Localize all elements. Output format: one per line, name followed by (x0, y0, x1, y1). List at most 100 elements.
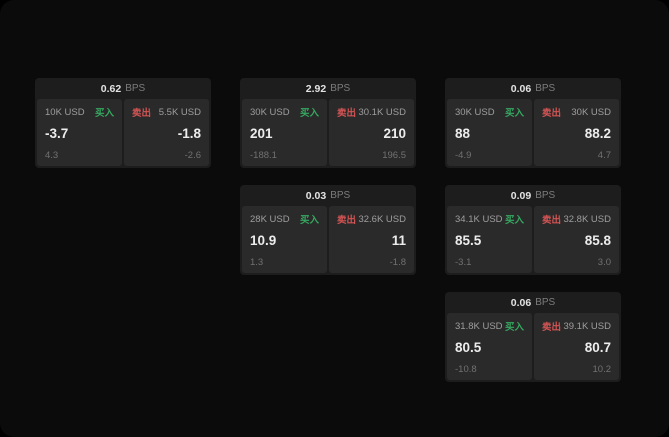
sell-panel-top: 卖出 30.1K USD (337, 105, 406, 120)
card-header: 0.06 BPS (445, 78, 621, 99)
buy-label: 买入 (94, 108, 114, 119)
sell-panel[interactable]: 卖出 5.5K USD -1.8 -2.6 (124, 99, 209, 166)
sell-panel[interactable]: 卖出 39.1K USD 80.7 10.2 (534, 313, 619, 380)
sell-panel-top: 卖出 5.5K USD (132, 105, 201, 120)
buy-label: 买入 (504, 108, 524, 119)
buy-amount: 31.8K USD (455, 320, 503, 332)
buy-delta: 1.3 (250, 257, 264, 268)
buy-label: 买入 (299, 215, 319, 226)
sell-panel[interactable]: 卖出 30.1K USD 210 196.5 (329, 99, 414, 166)
buy-delta: 4.3 (45, 150, 59, 161)
bps-value: 0.06 (510, 82, 532, 95)
buy-label: 买入 (504, 322, 524, 333)
buy-price: -3.7 (45, 126, 69, 142)
quote-panels: 30K USD 买入 88 -4.9 卖出 30K USD 88.2 4.7 (445, 99, 621, 168)
bps-value: 0.06 (510, 296, 532, 309)
quote-card: 0.62 BPS 10K USD 买入 -3.7 4.3 卖出 5.5K USD… (35, 78, 211, 168)
card-header: 0.62 BPS (35, 78, 211, 99)
buy-panel-top: 10K USD 买入 (45, 105, 114, 120)
quote-card: 0.09 BPS 34.1K USD 买入 85.5 -3.1 卖出 32.8K… (445, 185, 621, 275)
sell-delta: 10.2 (592, 364, 612, 375)
sell-amount: 32.6K USD (358, 213, 406, 225)
bps-unit-label: BPS (125, 83, 146, 94)
quote-panels: 28K USD 买入 10.9 1.3 卖出 32.6K USD 11 -1.8 (240, 206, 416, 275)
sell-label: 卖出 (542, 215, 562, 226)
sell-label: 卖出 (337, 215, 357, 226)
bps-value: 0.09 (510, 189, 532, 202)
buy-panel[interactable]: 30K USD 买入 88 -4.9 (447, 99, 532, 166)
buy-panel[interactable]: 34.1K USD 买入 85.5 -3.1 (447, 206, 532, 273)
buy-label: 买入 (299, 108, 319, 119)
sell-panel-top: 卖出 32.6K USD (337, 212, 406, 227)
buy-panel-top: 34.1K USD 买入 (455, 212, 524, 227)
buy-price: 10.9 (250, 233, 277, 249)
sell-label: 卖出 (337, 108, 357, 119)
bps-unit-label: BPS (330, 83, 351, 94)
quote-panels: 10K USD 买入 -3.7 4.3 卖出 5.5K USD -1.8 -2.… (35, 99, 211, 168)
sell-panel[interactable]: 卖出 32.6K USD 11 -1.8 (329, 206, 414, 273)
sell-delta: 3.0 (597, 257, 611, 268)
buy-price: 85.5 (455, 233, 482, 249)
buy-price: 88 (455, 126, 471, 142)
quote-card: 0.06 BPS 31.8K USD 买入 80.5 -10.8 卖出 39.1… (445, 292, 621, 382)
buy-amount: 28K USD (250, 213, 290, 225)
sell-panel-top: 卖出 30K USD (542, 105, 611, 120)
sell-price: 85.8 (584, 233, 611, 249)
sell-amount: 30K USD (571, 106, 611, 118)
buy-panel-top: 30K USD 买入 (455, 105, 524, 120)
buy-panel[interactable]: 30K USD 买入 201 -188.1 (242, 99, 327, 166)
bps-value: 0.03 (305, 189, 327, 202)
card-header: 0.06 BPS (445, 292, 621, 313)
sell-amount: 32.8K USD (563, 213, 611, 225)
sell-amount: 5.5K USD (158, 106, 201, 118)
buy-label: 买入 (504, 215, 524, 226)
buy-amount: 30K USD (250, 106, 290, 118)
buy-price: 80.5 (455, 340, 482, 356)
card-header: 2.92 BPS (240, 78, 416, 99)
quotes-grid: 0.62 BPS 10K USD 买入 -3.7 4.3 卖出 5.5K USD… (35, 78, 621, 382)
card-header: 0.03 BPS (240, 185, 416, 206)
quote-panels: 30K USD 买入 201 -188.1 卖出 30.1K USD 210 1… (240, 99, 416, 168)
bps-value: 2.92 (305, 82, 327, 95)
buy-panel[interactable]: 10K USD 买入 -3.7 4.3 (37, 99, 122, 166)
quote-card: 0.03 BPS 28K USD 买入 10.9 1.3 卖出 32.6K US… (240, 185, 416, 275)
quote-panels: 34.1K USD 买入 85.5 -3.1 卖出 32.8K USD 85.8… (445, 206, 621, 275)
bps-unit-label: BPS (330, 190, 351, 201)
sell-delta: -2.6 (184, 150, 201, 161)
sell-amount: 30.1K USD (358, 106, 406, 118)
bps-unit-label: BPS (535, 83, 556, 94)
buy-panel-top: 28K USD 买入 (250, 212, 319, 227)
buy-amount: 30K USD (455, 106, 495, 118)
sell-panel-top: 卖出 39.1K USD (542, 319, 611, 334)
buy-delta: -3.1 (455, 257, 472, 268)
quote-card: 0.06 BPS 30K USD 买入 88 -4.9 卖出 30K USD 8… (445, 78, 621, 168)
card-header: 0.09 BPS (445, 185, 621, 206)
sell-delta: 196.5 (382, 150, 406, 161)
sell-amount: 39.1K USD (563, 320, 611, 332)
buy-panel-top: 30K USD 买入 (250, 105, 319, 120)
sell-delta: 4.7 (597, 150, 611, 161)
buy-panel-top: 31.8K USD 买入 (455, 319, 524, 334)
sell-panel[interactable]: 卖出 32.8K USD 85.8 3.0 (534, 206, 619, 273)
buy-amount: 10K USD (45, 106, 85, 118)
bps-unit-label: BPS (535, 297, 556, 308)
sell-delta: -1.8 (389, 257, 406, 268)
sell-price: 80.7 (584, 340, 611, 356)
buy-price: 201 (250, 126, 273, 142)
sell-price: 11 (391, 233, 406, 249)
quote-panels: 31.8K USD 买入 80.5 -10.8 卖出 39.1K USD 80.… (445, 313, 621, 382)
sell-price: 88.2 (584, 126, 611, 142)
sell-price: 210 (383, 126, 406, 142)
buy-delta: -188.1 (250, 150, 277, 161)
buy-panel[interactable]: 28K USD 买入 10.9 1.3 (242, 206, 327, 273)
sell-label: 卖出 (132, 108, 152, 119)
sell-label: 卖出 (542, 108, 562, 119)
sell-label: 卖出 (542, 322, 562, 333)
bps-value: 0.62 (100, 82, 122, 95)
sell-panel[interactable]: 卖出 30K USD 88.2 4.7 (534, 99, 619, 166)
buy-panel[interactable]: 31.8K USD 买入 80.5 -10.8 (447, 313, 532, 380)
bps-unit-label: BPS (535, 190, 556, 201)
buy-delta: -10.8 (455, 364, 477, 375)
buy-delta: -4.9 (455, 150, 472, 161)
